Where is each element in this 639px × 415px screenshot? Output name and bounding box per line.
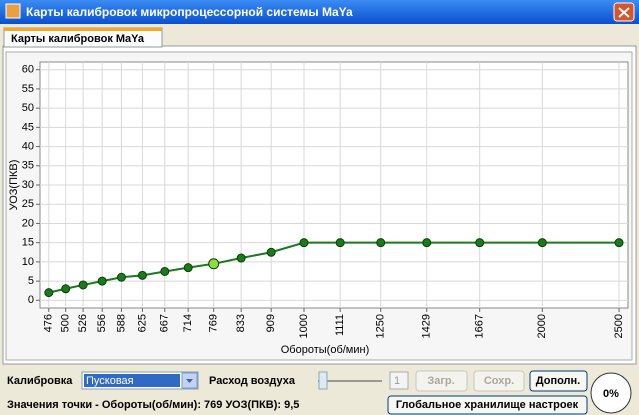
save-button[interactable] [473, 370, 525, 392]
y-tick-label: 5 [28, 275, 34, 287]
data-point [299, 238, 309, 248]
load-label: Загр. [427, 375, 454, 387]
air-label: Расход воздуха [209, 375, 296, 387]
x-tick-label: 625 [136, 314, 148, 332]
data-point [475, 238, 485, 248]
selected-point [208, 258, 220, 270]
slider-thumb[interactable] [318, 371, 328, 390]
x-tick-label: 476 [43, 314, 55, 332]
calibration-value: Пусковая [86, 375, 134, 387]
x-tick-label: 1000 [298, 314, 310, 338]
data-point [160, 266, 170, 276]
x-tick-label: 667 [159, 314, 171, 332]
data-point [236, 253, 246, 263]
air-input-value: 1 [394, 375, 400, 387]
x-tick-label: 2000 [536, 314, 548, 338]
global-button[interactable] [387, 395, 588, 415]
y-axis-label: УОЗ(ПКВ) [8, 160, 20, 211]
y-tick-label: 45 [22, 121, 34, 133]
calibration-label: Калибровка [7, 375, 73, 387]
data-point [614, 238, 624, 248]
chart: 0 5 10 15 20 25 30 35 40 45 50 55 60 476 500 526 556 588 6… [22, 62, 628, 338]
data-point [422, 238, 432, 248]
x-tick-label: 588 [115, 314, 127, 332]
x-tick-label: 1667 [474, 314, 486, 338]
data-point [116, 272, 126, 282]
y-tick-label: 25 [22, 198, 34, 210]
y-tick-label: 40 [22, 140, 34, 152]
y-tick-label: 60 [22, 64, 34, 76]
data-point [78, 280, 88, 290]
close-icon [618, 7, 630, 18]
y-tick-label: 15 [22, 237, 34, 249]
x-tick-label: 1111 [334, 314, 346, 336]
x-tick-label: 1429 [421, 314, 433, 338]
data-point [97, 276, 107, 286]
x-tick-label: 500 [60, 314, 72, 332]
window-title: Карты калибровок микропроцессорной систе… [26, 5, 353, 19]
progress-label: 0% [603, 388, 619, 400]
x-tick-label: 556 [96, 314, 108, 332]
data-point [61, 284, 71, 294]
y-tick-label: 30 [22, 179, 34, 191]
arrow-icon [186, 379, 193, 383]
data-point [137, 270, 147, 280]
y-tick-label: 55 [22, 83, 34, 95]
data-point [183, 263, 193, 273]
x-tick-label: 1250 [375, 314, 387, 338]
x-tick-label: 526 [77, 314, 89, 332]
tab-highlight [4, 28, 162, 31]
progress-circle [590, 372, 632, 414]
air-input[interactable] [389, 371, 409, 390]
x-tick-label: 909 [265, 314, 277, 332]
load-button[interactable] [415, 370, 468, 392]
more-label: Дополн. [536, 375, 580, 387]
title-bar [0, 0, 639, 24]
y-tick-label: 20 [22, 217, 34, 229]
tab-label: Карты калибровок MaYa [11, 33, 145, 45]
x-axis-label: Обороты(об/мин) [281, 344, 370, 356]
y-tick-label: 35 [22, 160, 34, 172]
data-point [266, 247, 276, 257]
x-tick-label: 833 [235, 314, 247, 332]
data-point [44, 288, 54, 298]
save-label: Сохр. [484, 375, 514, 387]
data-point [376, 238, 386, 248]
select-highlight [84, 374, 180, 387]
more-button[interactable] [529, 370, 588, 392]
app-icon [5, 3, 21, 19]
x-tick-label: 769 [208, 314, 220, 332]
x-tick-label: 714 [182, 314, 194, 332]
status-text: Значения точки - Обороты(об/мин): 769 УО… [7, 399, 299, 411]
data-point [335, 238, 345, 248]
x-tick-label: 2500 [613, 314, 625, 338]
global-label: Глобальное хранилище настроек [396, 399, 579, 411]
data-point [537, 238, 547, 248]
y-tick-label: 50 [22, 102, 34, 114]
y-tick-label: 10 [22, 256, 34, 268]
y-tick-label: 0 [28, 294, 34, 306]
